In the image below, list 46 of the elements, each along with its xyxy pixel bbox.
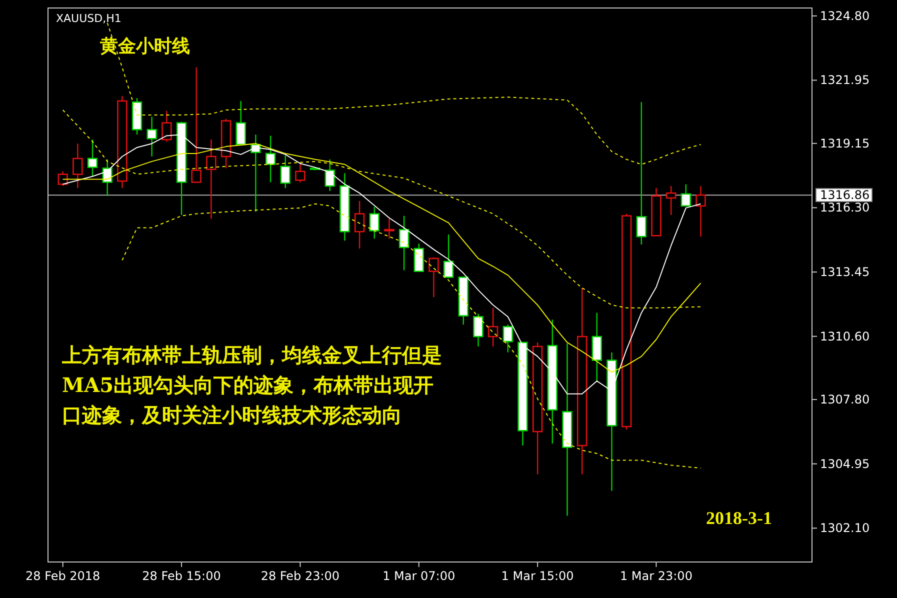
candlestick bbox=[102, 158, 112, 197]
candlestick bbox=[414, 242, 424, 272]
annotation: 黄金小时线 bbox=[99, 36, 190, 57]
candlestick bbox=[592, 312, 602, 382]
candlestick bbox=[502, 324, 513, 353]
candlestick bbox=[473, 313, 484, 348]
y-tick-label: 1321.95 bbox=[820, 73, 870, 88]
candlestick bbox=[191, 66, 202, 183]
y-tick-label: 1324.80 bbox=[820, 8, 870, 23]
candlestick bbox=[384, 218, 394, 240]
candlestick bbox=[162, 110, 172, 142]
candlestick bbox=[398, 215, 410, 271]
candlestick bbox=[354, 200, 365, 250]
candlestick bbox=[680, 184, 692, 207]
y-tick-label: 1313.45 bbox=[820, 265, 870, 280]
candlestick bbox=[636, 102, 646, 246]
ref-line-label: 1316.86 bbox=[820, 188, 870, 202]
x-tick-label: 28 Feb 23:00 bbox=[260, 569, 340, 583]
candlestick bbox=[369, 206, 380, 240]
x-tick-label: 28 Feb 15:00 bbox=[142, 569, 221, 583]
chart-title: XAUUSD,H1 bbox=[56, 12, 122, 25]
candlestick bbox=[696, 185, 706, 238]
x-tick-label: 1 Mar 23:00 bbox=[620, 569, 692, 583]
x-tick-label: 1 Mar 15:00 bbox=[501, 569, 574, 583]
x-tick-label: 1 Mar 07:00 bbox=[382, 569, 456, 583]
candlestick bbox=[236, 100, 246, 146]
y-tick-label: 1310.60 bbox=[820, 329, 870, 344]
candlestick bbox=[87, 138, 98, 177]
y-tick-label: 1307.80 bbox=[820, 392, 870, 407]
candlestick bbox=[295, 162, 306, 183]
candlestick bbox=[72, 143, 83, 189]
candlestick bbox=[58, 170, 68, 187]
candlestick bbox=[206, 138, 216, 220]
x-tick-label: 28 Feb 2018 bbox=[25, 569, 100, 583]
y-tick-label: 1302.10 bbox=[820, 521, 870, 536]
y-tick-label: 1304.95 bbox=[820, 456, 870, 471]
y-tick-label: 1319.15 bbox=[820, 136, 870, 150]
candlestick bbox=[666, 185, 676, 216]
candlestick bbox=[280, 154, 290, 189]
annotation: 2018-3-1 bbox=[706, 508, 772, 528]
candlestick bbox=[324, 158, 335, 192]
annotation: 上方有布林带上轨压制，均线金叉上行但是MA5出现勾头向下的迹象，布林带出现开口迹象，及时关注小时线技术形态动向 bbox=[61, 343, 442, 427]
candlestick bbox=[428, 256, 439, 298]
candlestick bbox=[443, 234, 454, 279]
candlestick bbox=[488, 307, 498, 348]
y-tick-label: 1316.30 bbox=[820, 200, 870, 215]
